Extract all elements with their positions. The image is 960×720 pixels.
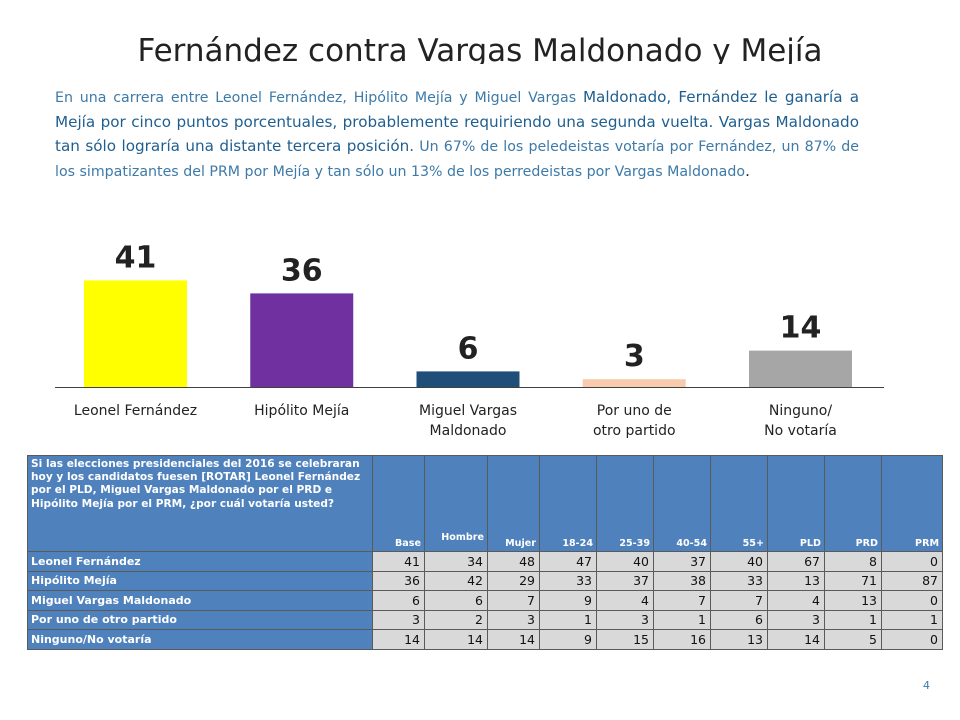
table-cell: 38 xyxy=(653,570,711,591)
table-cell: 7 xyxy=(487,590,540,611)
col-header: 40-54 xyxy=(653,455,711,552)
table-row: Miguel Vargas Maldonado 6 6 7 9 4 7 7 4 13 0 xyxy=(27,590,943,611)
table-cell: 16 xyxy=(653,629,711,650)
col-header: 55+ xyxy=(710,455,768,552)
table-cell: 4 xyxy=(767,590,825,611)
table-cell: 6 xyxy=(710,609,768,630)
table-cell: 34 xyxy=(424,551,488,572)
bar xyxy=(582,379,686,387)
bar xyxy=(416,371,520,387)
table-cell: 1 xyxy=(539,609,597,630)
bar xyxy=(84,280,187,387)
col-header: PRM xyxy=(881,455,943,552)
data-label: 36 xyxy=(281,253,323,288)
table-cell: 37 xyxy=(653,551,711,572)
table-cell: 71 xyxy=(824,570,882,591)
table-cell: 13 xyxy=(824,590,882,611)
table-cell: 2 xyxy=(424,609,488,630)
category-label: Hipólito Mejía xyxy=(254,403,349,419)
table-cell: 14 xyxy=(487,629,540,650)
table-cell: 40 xyxy=(596,551,654,572)
table-cell: 13 xyxy=(710,629,768,650)
category-label: Por uno de xyxy=(597,403,672,419)
table-cell: 15 xyxy=(596,629,654,650)
table-cell: 3 xyxy=(372,609,425,630)
category-label: Ninguno/ xyxy=(769,403,832,419)
table-cell: 4 xyxy=(596,590,654,611)
slide-title: Fernández contra Vargas Maldonado y Mejí… xyxy=(137,33,823,64)
col-header: Hombre xyxy=(424,455,488,552)
table-cell: 1 xyxy=(881,609,943,630)
table-row: Por uno de otro partido 3 2 3 1 3 1 6 3 1 1 xyxy=(27,609,943,630)
col-header: 18-24 xyxy=(539,455,597,552)
table-cell: 87 xyxy=(881,570,943,591)
row-label: Por uno de otro partido xyxy=(27,609,373,630)
intro-text-2: Maldonado, Fernández le ganaría a Mejía … xyxy=(55,88,859,155)
table-cell: 3 xyxy=(487,609,540,630)
table-cell: 3 xyxy=(767,609,825,630)
table-cell: 67 xyxy=(767,551,825,572)
category-label: Miguel Vargas xyxy=(419,403,517,419)
data-label: 3 xyxy=(624,339,645,374)
table-cell: 33 xyxy=(539,570,597,591)
row-label: Ninguno/No votaría xyxy=(27,629,373,650)
table-cell: 5 xyxy=(824,629,882,650)
table-cell: 9 xyxy=(539,590,597,611)
col-header: Base xyxy=(372,455,425,552)
col-header: 25-39 xyxy=(596,455,654,552)
table-question: Si las elecciones presidenciales del 201… xyxy=(27,455,373,552)
category-label: Maldonado xyxy=(430,423,507,439)
bar xyxy=(749,350,852,387)
table-cell: 6 xyxy=(424,590,488,611)
table-cell: 1 xyxy=(653,609,711,630)
col-header: Mujer xyxy=(487,455,540,552)
table-cell: 40 xyxy=(710,551,768,572)
row-label: Hipólito Mejía xyxy=(27,570,373,591)
table-cell: 7 xyxy=(710,590,768,611)
bar xyxy=(250,293,354,387)
page-number: 4 xyxy=(923,679,930,692)
table-row: Ninguno/No votaría 14 14 14 9 15 16 13 14 5 0 xyxy=(27,629,943,650)
col-header: PRD xyxy=(824,455,882,552)
intro-paragraph: En una carrera entre Leonel Fernández, H… xyxy=(55,86,859,184)
data-label: 6 xyxy=(458,331,479,366)
table-cell: 13 xyxy=(767,570,825,591)
table-cell: 33 xyxy=(710,570,768,591)
data-label: 14 xyxy=(780,311,822,346)
row-label: Leonel Fernández xyxy=(27,551,373,572)
table-cell: 9 xyxy=(539,629,597,650)
table-cell: 37 xyxy=(596,570,654,591)
intro-text-3: Un 67% de los peledeistas votaría por Fe… xyxy=(55,139,859,180)
table-cell: 14 xyxy=(372,629,425,650)
table-cell: 0 xyxy=(881,590,943,611)
vote-bar-chart: 41 Leonel Fernández 36 Hipólito Mejía 6 Migue… xyxy=(55,240,884,439)
col-header: PLD xyxy=(767,455,825,552)
table-cell: 1 xyxy=(824,609,882,630)
intro-text-1: En una carrera entre Leonel Fernández, H… xyxy=(55,90,583,106)
category-label: otro partido xyxy=(593,423,676,439)
table-cell: 36 xyxy=(372,570,425,591)
table-row: Hipólito Mejía 36 42 29 33 37 38 33 13 71 87 xyxy=(27,570,943,591)
table-cell: 29 xyxy=(487,570,540,591)
table-cell: 0 xyxy=(881,629,943,650)
table-cell: 6 xyxy=(372,590,425,611)
table-cell: 0 xyxy=(881,551,943,572)
data-label: 41 xyxy=(115,240,157,275)
row-label: Miguel Vargas Maldonado xyxy=(27,590,373,611)
table-cell: 8 xyxy=(824,551,882,572)
category-label: Leonel Fernández xyxy=(74,403,197,419)
table-cell: 14 xyxy=(767,629,825,650)
table-row: Leonel Fernández 41 34 48 47 40 37 40 67 8 0 xyxy=(27,551,943,572)
category-label: No votaría xyxy=(764,423,837,439)
intro-text-4: . xyxy=(745,161,750,180)
table-cell: 42 xyxy=(424,570,488,591)
table-cell: 47 xyxy=(539,551,597,572)
crosstab-table: Si las elecciones presidenciales del 201… xyxy=(27,455,943,650)
table-cell: 14 xyxy=(424,629,488,650)
table-cell: 41 xyxy=(372,551,425,572)
table-cell: 3 xyxy=(596,609,654,630)
table-cell: 48 xyxy=(487,551,540,572)
table-cell: 7 xyxy=(653,590,711,611)
table-header-row: Si las elecciones presidenciales del 201… xyxy=(27,455,943,552)
